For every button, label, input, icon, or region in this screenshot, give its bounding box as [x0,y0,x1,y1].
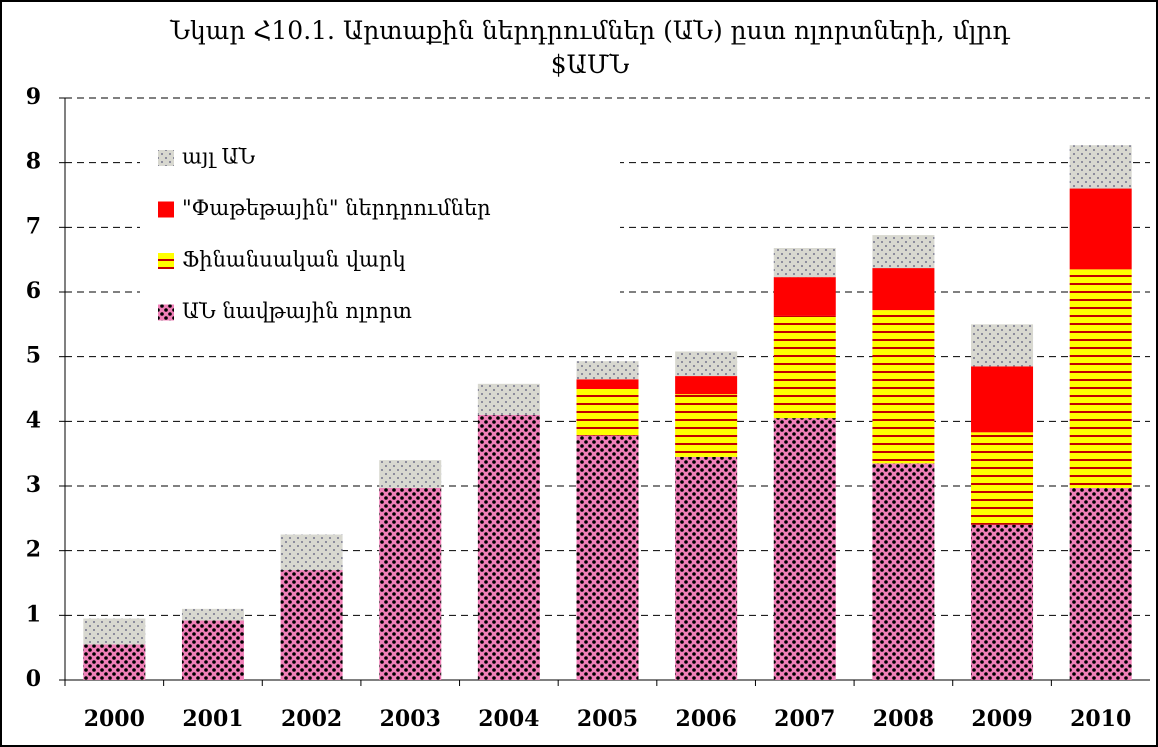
legend-label: Ֆինանսական վարկ [182,248,406,272]
bar-segment [675,394,738,457]
x-tick-label: 2007 [774,706,835,732]
bar-segment [971,524,1034,680]
legend-swatch [158,150,174,166]
x-tick-label: 2002 [281,706,342,732]
y-tick-label: 2 [26,537,41,563]
x-tick-label: 2003 [380,706,441,732]
bar-segment [675,456,738,680]
legend-label: "Փաթեթային" ներդրումներ [182,196,491,220]
legend-label: այլ ԱՆ [182,145,255,169]
x-tick-label: 2009 [971,706,1032,732]
bar-segment [1069,269,1132,488]
x-tick-label: 2004 [478,706,539,732]
legend-label: ԱՆ նավթային ոլորտ [182,299,412,323]
bar-segment [280,570,343,680]
x-tick-label: 2005 [577,706,638,732]
bar-segment [675,351,738,377]
bar-segment [576,435,639,680]
x-tick-label: 2010 [1070,706,1131,732]
bar-segment [872,310,935,464]
y-tick-label: 9 [26,84,41,110]
legend-swatch [158,201,174,218]
x-tick-label: 2006 [676,706,737,732]
y-tick-label: 7 [26,213,41,239]
bar-segment [773,315,836,419]
bar-segment [576,389,639,436]
bar-segment [971,432,1034,525]
bar-segment [379,460,442,488]
bar-segment [872,235,935,269]
x-tick-label: 2001 [182,706,243,732]
bar-segment [872,268,935,311]
bar-segment [181,608,244,621]
y-tick-label: 6 [26,278,41,304]
bar-segment [83,644,146,680]
bar-segment [971,366,1034,433]
bar-segment [1069,188,1132,270]
bar-segment [773,418,836,680]
x-tick-label: 2008 [873,706,934,732]
bar-segment [576,361,639,380]
x-tick-label: 2000 [84,706,145,732]
bar-segment [181,620,244,680]
bar-segment [773,248,836,278]
bar-segment [1069,145,1132,189]
y-tick-label: 0 [26,666,41,692]
bar-segment [675,376,738,395]
legend-swatch [158,304,174,321]
chart-title: Նկար Հ10.1. Արտաքին ներդրումներ (ԱՆ) ըստ… [170,16,1010,79]
bar-segment [83,618,146,645]
bar-segment [280,534,343,571]
y-tick-label: 8 [26,149,41,175]
bar-segment [379,487,442,680]
legend-box [140,135,620,340]
bar-segment [1069,487,1132,680]
bar-segment [773,277,836,316]
bar-segment [576,379,639,389]
bar-segment [872,463,935,680]
y-tick-label: 4 [26,407,41,433]
y-tick-label: 3 [26,472,41,498]
bar-segment [971,324,1034,367]
bar-segment [477,414,540,680]
legend-swatch [158,253,174,269]
y-tick-label: 5 [26,343,41,369]
bar-segment [477,383,540,415]
y-tick-label: 1 [26,601,41,627]
